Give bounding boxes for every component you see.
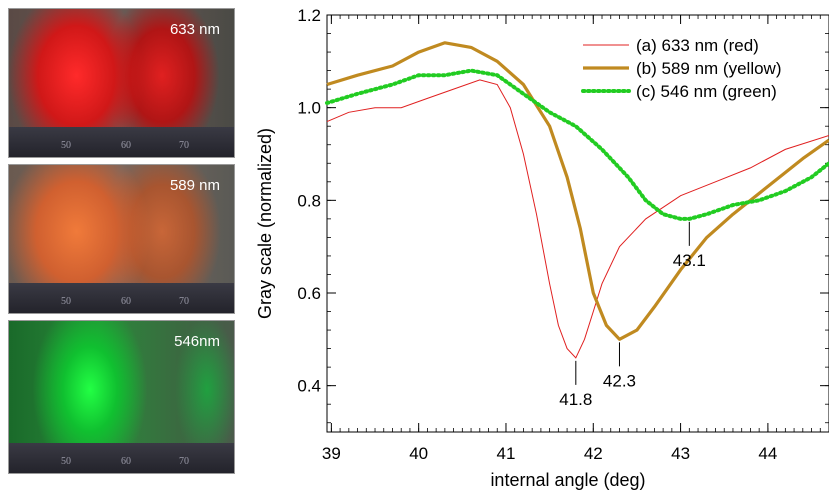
x-tick-label: 43 [671, 444, 690, 463]
series-line-2 [326, 41, 829, 341]
photo-546nm: 50 60 70 546nm [8, 320, 235, 474]
photo-panel: 50 60 70 633 nm 50 60 70 589 nm 50 60 70… [0, 0, 240, 491]
x-axis-label: internal angle (deg) [490, 470, 645, 490]
annotation-label: 43.1 [673, 251, 706, 270]
ruler-number: 70 [179, 296, 189, 307]
y-tick-label: 1.2 [297, 6, 321, 25]
ruler-number: 50 [61, 456, 71, 467]
y-tick-label: 0.4 [297, 377, 321, 396]
legend-label: (a) 633 nm (red) [636, 36, 759, 55]
ruler-number: 50 [61, 140, 71, 151]
y-tick-label: 0.8 [297, 191, 321, 210]
annotation-label: 41.8 [559, 390, 592, 409]
photo-label: 589 nm [169, 177, 220, 194]
dispersion-chart: 39 40 41 42 43 44 0.4 0.6 0.8 1.0 1.2 internal angl… [255, 6, 829, 490]
chart-series [325, 41, 829, 359]
ruler-number: 60 [121, 296, 131, 307]
plot-frame [326, 14, 829, 433]
x-tick-label: 42 [584, 444, 603, 463]
series-line-3 [325, 68, 829, 221]
y-tick-label: 0.6 [297, 284, 321, 303]
y-tick-label: 1.0 [297, 99, 321, 118]
ruler-number: 50 [61, 296, 71, 307]
ruler-number: 70 [179, 456, 189, 467]
y-axis-label: Gray scale (normalized) [255, 128, 275, 319]
ruler-number: 60 [121, 140, 131, 151]
x-tick-label: 39 [322, 444, 341, 463]
photo-589nm: 50 60 70 589 nm [8, 164, 235, 314]
legend-label: (b) 589 nm (yellow) [636, 59, 782, 78]
ruler [9, 443, 234, 473]
x-tick-label: 40 [409, 444, 428, 463]
ruler-number: 60 [121, 456, 131, 467]
x-tick-label: 44 [758, 444, 777, 463]
photo-label: 633 nm [169, 21, 220, 38]
x-tick-label: 41 [497, 444, 516, 463]
photo-633nm: 50 60 70 633 nm [8, 8, 235, 158]
legend-label: (c) 546 nm (green) [636, 82, 777, 101]
ruler [9, 127, 234, 157]
chart-legend: (a) 633 nm (red) (b) 589 nm (yellow) (c) 5… [581, 36, 782, 101]
chart-axes: 39 40 41 42 43 44 0.4 0.6 0.8 1.0 1.2 internal angl… [255, 6, 829, 490]
series-line-1 [326, 79, 829, 359]
ruler-number: 70 [179, 140, 189, 151]
chart-annotations: 41.8 42.3 43.1 [559, 221, 706, 409]
photo-label: 546nm [174, 333, 220, 350]
annotation-label: 42.3 [603, 371, 636, 390]
ruler [9, 283, 234, 313]
